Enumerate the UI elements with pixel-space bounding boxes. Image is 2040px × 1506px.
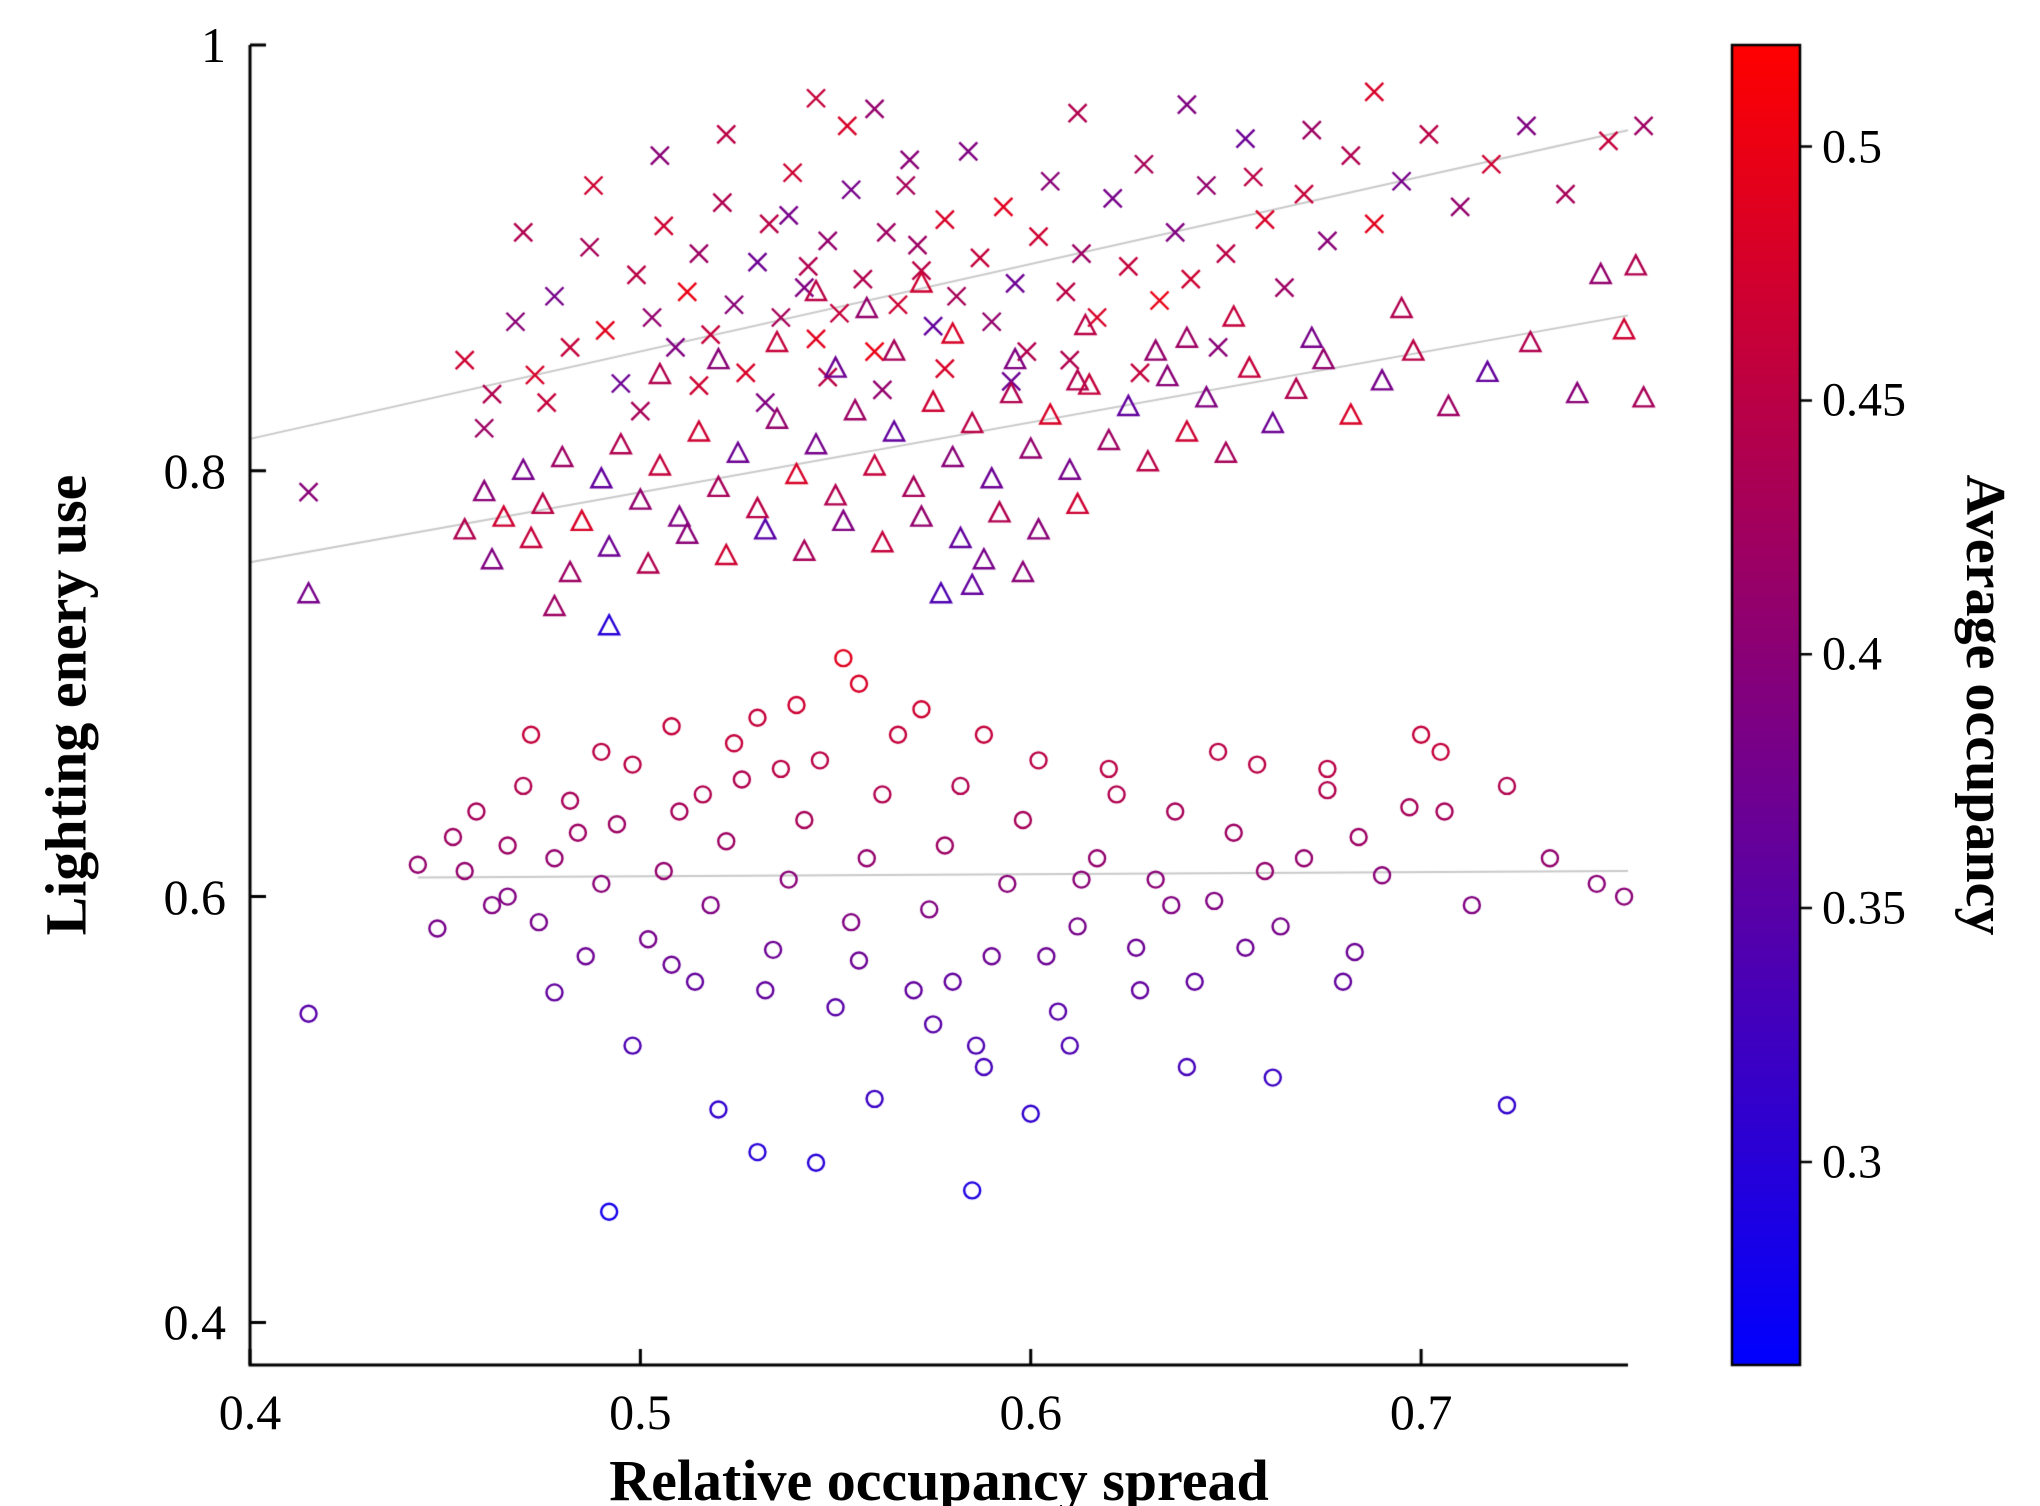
colorbar-tick-label-3: 0.45 (1822, 373, 1906, 427)
colorbar-tick-label-4: 0.5 (1822, 120, 1882, 174)
x-tick-label-3: 0.7 (1389, 1384, 1453, 1440)
y-tick-label-3: 1 (201, 17, 226, 73)
y-tick-label-2: 0.8 (163, 442, 227, 499)
y-axis-label: Lighting enery use (33, 474, 99, 936)
colorbar-label: Average occupancy (1954, 474, 2016, 936)
x-axis-label: Relative occupancy spread (609, 1448, 1269, 1506)
y-tick-label-0: 0.4 (163, 1294, 227, 1351)
x-tick-label-1: 0.5 (609, 1384, 672, 1440)
x-tick-label-2: 0.6 (999, 1384, 1062, 1440)
colorbar-tick-label-1: 0.35 (1822, 881, 1906, 935)
colorbar-tick-label-0: 0.3 (1822, 1135, 1882, 1189)
x-tick-label-0: 0.4 (218, 1384, 282, 1440)
y-tick-label-1: 0.6 (163, 868, 227, 925)
colorbar-tick-label-2: 0.4 (1822, 627, 1882, 681)
